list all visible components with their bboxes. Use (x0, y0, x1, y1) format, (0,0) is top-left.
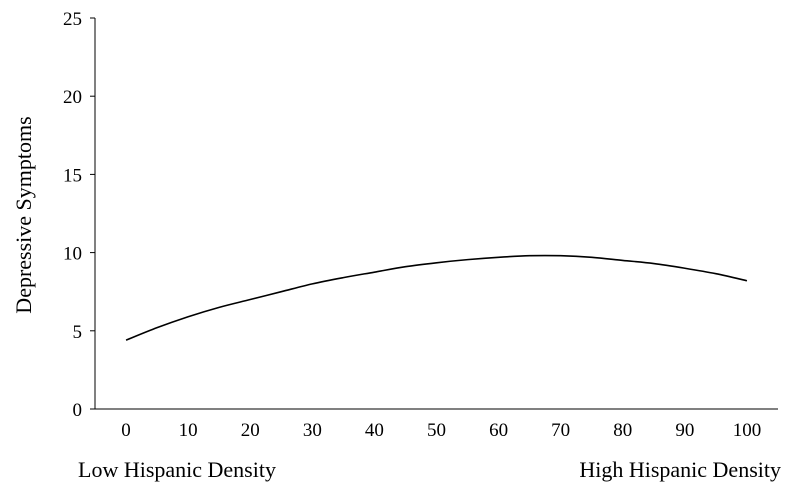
x-tick-label: 0 (121, 420, 131, 441)
y-tick-label: 0 (73, 400, 83, 421)
x-tick-label: 30 (303, 420, 322, 441)
y-tick-label: 10 (63, 244, 82, 265)
x-tick-label: 80 (613, 420, 632, 441)
series-layer (125, 254, 748, 341)
y-tick-label: 20 (63, 87, 82, 108)
x-axis-low-density-label: Low Hispanic Density (78, 457, 276, 482)
series-line (125, 254, 748, 341)
x-tick-label: 70 (551, 420, 570, 441)
y-axis: 0 5 10 15 20 25 (63, 9, 96, 421)
x-tick-label: 100 (733, 420, 762, 441)
y-axis-title: Depressive Symptoms (11, 116, 36, 313)
x-tick-label: 10 (179, 420, 198, 441)
x-axis-high-density-label: High Hispanic Density (579, 457, 781, 482)
x-tick-label: 20 (241, 420, 260, 441)
x-axis: 0 10 20 30 40 50 60 70 80 90 100 (95, 408, 778, 441)
x-tick-label: 60 (489, 420, 508, 441)
y-tick-label: 15 (63, 165, 82, 186)
y-tick-label: 25 (63, 9, 82, 30)
x-tick-label: 50 (427, 420, 446, 441)
x-tick-label: 90 (675, 420, 694, 441)
x-tick-label: 40 (365, 420, 384, 441)
y-tick-label: 5 (73, 322, 83, 343)
